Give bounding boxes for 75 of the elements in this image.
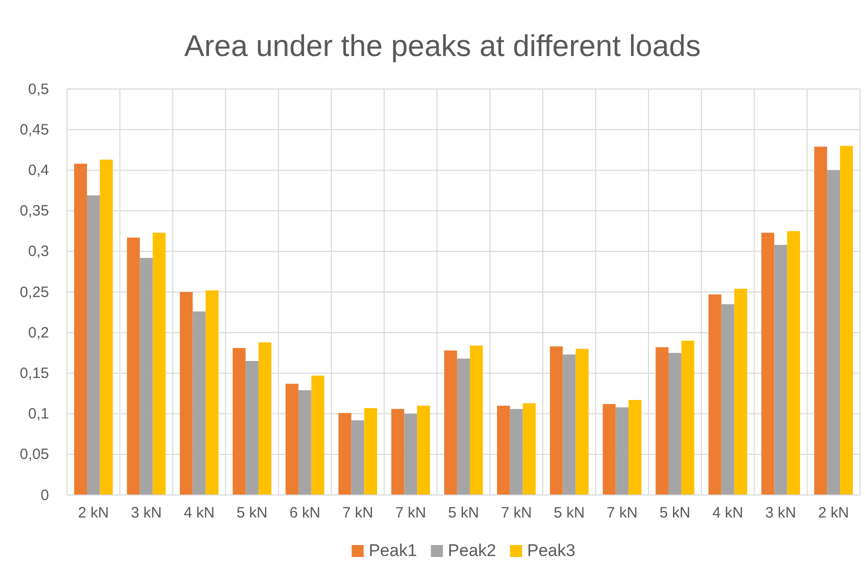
bar [364,408,378,495]
x-tick-label: 4 kN [184,504,215,522]
bar [497,406,510,495]
bar [206,290,219,495]
bar [787,231,800,495]
bar [628,400,642,495]
x-tick-label: 5 kN [236,504,268,522]
legend-label: Peak1 [368,541,417,560]
bar [404,414,418,495]
bar [391,408,404,495]
bar [734,288,748,495]
x-tick-label: 7 kN [395,504,426,522]
bar [602,404,616,495]
bar [708,294,722,495]
y-tick-label: 0,25 [20,284,49,301]
y-tick-label: 0,35 [20,202,49,220]
x-tick-label: 7 kN [606,504,638,522]
bar [180,292,193,495]
bar [258,342,272,495]
bar [616,407,629,495]
bar [100,160,113,495]
x-tick-label: 7 kN [500,504,532,522]
bar [814,146,828,495]
bar [417,406,430,495]
bar [86,195,100,495]
bar [827,170,840,495]
y-tick-label: 0,2 [28,324,49,342]
x-tick-label: 3 kN [130,504,162,522]
y-tick-label: 0,45 [20,121,49,138]
x-tick-label: 4 kN [712,504,744,522]
bar [510,408,523,495]
bar [576,348,589,495]
bar [192,311,206,495]
x-tick-label: 5 kN [554,504,585,522]
bar [668,352,682,495]
x-tick-label: 3 kN [765,504,796,522]
bar [470,346,483,495]
bar [351,420,364,495]
bar [152,232,166,495]
bar [656,347,669,495]
bar [840,146,853,495]
bar [774,244,788,495]
chart-title: Area under the peaks at different loads [184,30,701,63]
bar [286,384,298,495]
y-tick-label: 0,1 [28,406,49,423]
bar [246,361,258,495]
bar [298,390,312,495]
bar [721,304,734,495]
y-tick-label: 0 [40,486,49,504]
bar [522,403,536,495]
legend-label: Peak3 [527,541,576,560]
bar [232,348,246,495]
x-tick-label: 2 kN [78,504,109,522]
bar [457,358,470,495]
bar [550,346,563,495]
x-tick-label: 5 kN [448,504,479,522]
y-tick-label: 0,05 [20,446,49,464]
bar [681,340,694,495]
bar [311,376,324,495]
bar [338,412,352,495]
bar [74,164,87,495]
x-tick-label: 7 kN [342,504,374,522]
x-tick-label: 2 kN [818,504,849,522]
x-tick-label: 6 kN [289,504,320,522]
y-tick-label: 0,3 [28,243,49,260]
legend-label: Peak2 [448,541,496,560]
bar [562,354,576,495]
bar [126,238,140,495]
y-tick-label: 0,4 [28,162,49,179]
y-tick-label: 0,5 [28,80,49,98]
bar [444,350,458,495]
bar [761,232,774,495]
bar [140,258,153,495]
y-tick-label: 0,15 [20,365,49,382]
x-tick-label: 5 kN [660,504,690,522]
